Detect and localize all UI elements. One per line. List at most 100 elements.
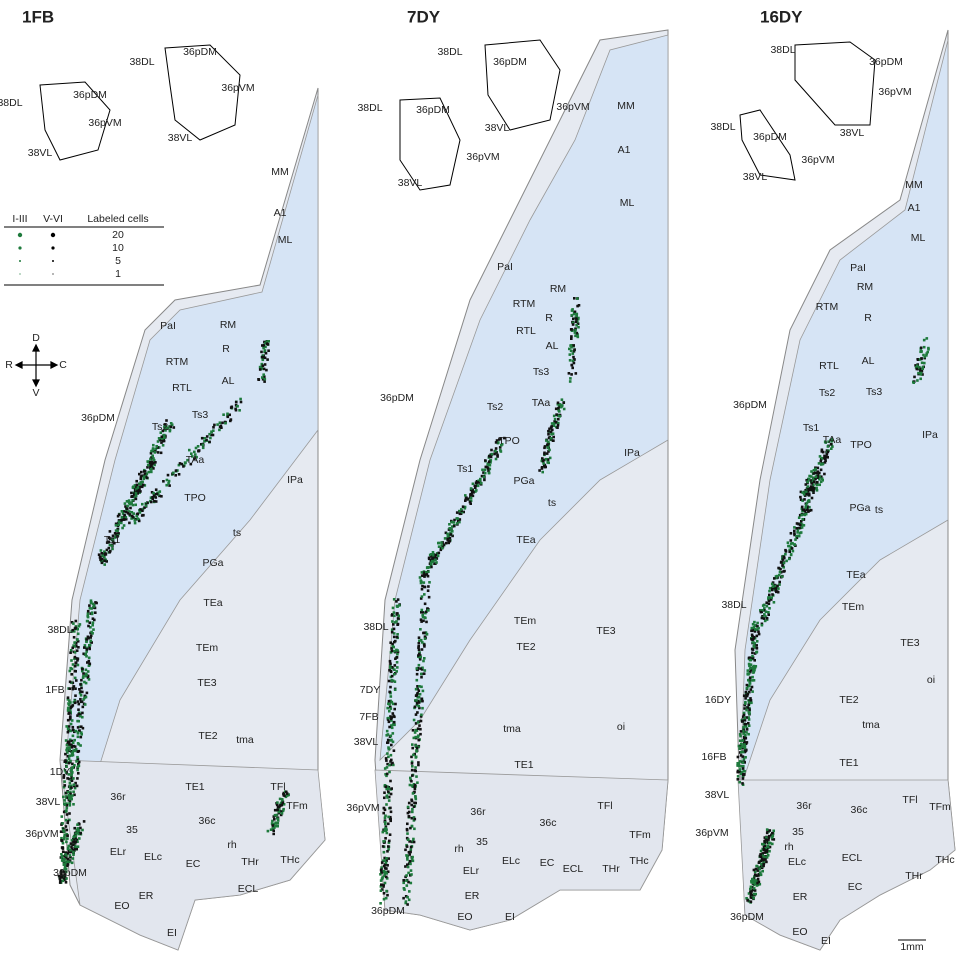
cell-dot: [767, 596, 770, 599]
cell-dot: [269, 828, 273, 831]
cell-dot: [80, 678, 83, 682]
cell-dot: [915, 364, 919, 367]
cell-dot: [815, 483, 819, 486]
cell-dot: [437, 551, 441, 555]
cell-dot: [72, 803, 75, 806]
cell-dot: [432, 553, 435, 556]
cell-dot: [107, 546, 111, 550]
cell-dot: [426, 607, 429, 610]
cell-dot: [815, 486, 818, 490]
cell-dot: [71, 725, 75, 729]
cell-dot: [746, 692, 750, 696]
cell-dot: [751, 679, 754, 682]
cell-dot: [922, 338, 926, 342]
cell-dot: [390, 614, 394, 617]
cell-dot: [760, 622, 764, 626]
cell-dot: [556, 423, 560, 427]
cell-dot: [76, 757, 80, 761]
cell-dot: [464, 497, 468, 500]
region-label: ER: [793, 891, 808, 903]
cell-dot: [396, 612, 399, 615]
cell-dot: [150, 500, 153, 504]
region-label: EI: [505, 911, 515, 923]
cell-dot: [57, 874, 61, 878]
cell-dot: [392, 632, 396, 635]
cell-dot: [77, 702, 81, 706]
cell-dot: [449, 531, 452, 534]
cell-dot: [427, 609, 430, 612]
cell-dot: [72, 622, 75, 625]
cell-dot: [396, 650, 400, 654]
cell-dot: [419, 667, 422, 670]
cell-dot: [87, 624, 90, 628]
cell-dot: [381, 876, 384, 879]
cell-dot: [124, 515, 128, 519]
cell-dot: [281, 809, 285, 813]
cell-dot: [63, 803, 67, 806]
cell-dot: [402, 879, 405, 882]
cell-dot: [751, 635, 754, 638]
cell-dot: [767, 598, 770, 601]
cell-dot: [806, 485, 810, 488]
cell-dot: [771, 834, 775, 837]
cell-dot: [75, 657, 78, 660]
cell-dot: [131, 503, 135, 507]
region-label: 36pDM: [753, 131, 787, 143]
cell-dot: [389, 699, 392, 703]
cell-dot: [551, 432, 555, 435]
cell-dot: [389, 707, 393, 710]
cell-dot: [761, 869, 764, 873]
cell-dot: [68, 711, 71, 715]
cell-dot: [64, 851, 68, 854]
cell-dot: [414, 735, 417, 739]
cell-dot: [423, 593, 426, 596]
cell-dot: [550, 433, 553, 436]
cell-dot: [755, 884, 759, 887]
cell-dot: [743, 743, 746, 746]
cell-dot: [385, 774, 388, 778]
cell-dot: [273, 808, 277, 812]
cell-dot: [411, 746, 414, 750]
cell-dot: [261, 355, 264, 359]
cell-dot: [757, 630, 760, 633]
cell-dot: [73, 738, 76, 742]
cell-dot: [925, 354, 928, 357]
cell-dot: [816, 470, 820, 473]
cell-dot: [768, 607, 771, 610]
cell-dot: [744, 736, 748, 740]
cell-dot: [746, 706, 749, 709]
region-label: EC: [540, 857, 555, 869]
cell-dot: [771, 585, 775, 588]
region-label: TFl: [902, 794, 917, 806]
cell-dot: [413, 790, 416, 794]
cell-dot: [749, 699, 753, 702]
cell-dot: [386, 785, 389, 788]
cell-dot: [744, 700, 747, 704]
cell-dot: [458, 509, 461, 513]
cell-dot: [794, 538, 797, 541]
cell-dot: [757, 632, 761, 636]
cell-dot: [78, 729, 81, 732]
cell-dot: [765, 616, 769, 620]
cell-dot: [810, 475, 813, 478]
cell-dot: [745, 728, 749, 731]
region-label: TAa: [532, 397, 551, 409]
cell-dot: [68, 785, 72, 788]
cell-dot: [66, 730, 70, 734]
cell-dot: [137, 519, 141, 523]
cell-dot: [177, 473, 181, 476]
cell-dot: [72, 835, 75, 839]
cell-dot: [261, 376, 264, 379]
region-label: Ts1: [457, 463, 474, 475]
cell-dot: [462, 510, 465, 514]
cell-dot: [99, 555, 102, 558]
region-label: 36pVM: [25, 828, 58, 840]
cell-dot: [553, 417, 557, 421]
cell-dot: [77, 743, 81, 746]
cell-dot: [418, 692, 422, 696]
cell-dot: [66, 857, 70, 861]
cell-dot: [70, 667, 74, 671]
cell-dot: [913, 375, 916, 379]
cell-dot: [67, 702, 70, 705]
cell-dot: [420, 685, 423, 689]
